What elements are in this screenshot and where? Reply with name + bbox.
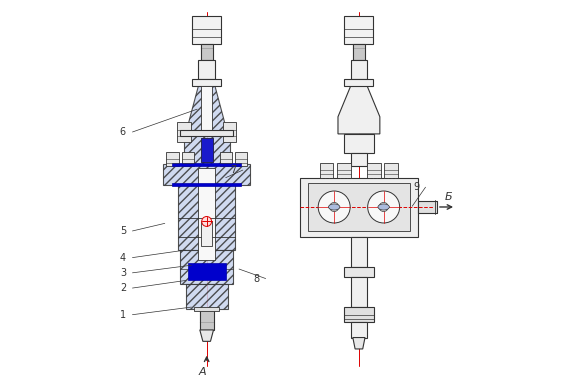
Bar [351, 60, 368, 79]
Bar [351, 322, 368, 338]
Text: 4: 4 [120, 253, 126, 262]
Bar [220, 152, 232, 166]
Bar [351, 277, 368, 307]
Text: 7: 7 [230, 165, 237, 175]
Text: А: А [199, 367, 207, 377]
Bar [353, 44, 365, 60]
Text: 3: 3 [120, 268, 126, 278]
Ellipse shape [378, 204, 389, 210]
Bar [180, 130, 233, 136]
Bar [163, 164, 250, 185]
Bar [418, 201, 437, 213]
Bar [344, 134, 374, 153]
Ellipse shape [328, 204, 340, 210]
Circle shape [202, 217, 212, 227]
Bar [344, 267, 374, 277]
Bar [351, 153, 368, 166]
Bar [201, 86, 212, 134]
Bar [173, 183, 241, 186]
Polygon shape [200, 330, 213, 342]
Bar [188, 263, 226, 280]
Bar [300, 178, 418, 237]
Bar [177, 123, 190, 141]
Bar [351, 237, 368, 267]
Circle shape [368, 191, 400, 223]
Bar [201, 44, 213, 60]
Bar [178, 185, 235, 250]
Text: 8: 8 [253, 274, 259, 283]
Circle shape [329, 202, 339, 212]
Bar [166, 152, 178, 166]
Bar [235, 152, 247, 166]
Text: 9: 9 [413, 182, 419, 192]
Bar [368, 163, 381, 178]
Bar [173, 163, 241, 166]
Bar [384, 163, 398, 178]
Bar [186, 284, 227, 309]
Polygon shape [353, 338, 365, 349]
Bar [344, 307, 374, 322]
Text: 1: 1 [120, 310, 126, 320]
Bar [201, 138, 213, 162]
Polygon shape [338, 86, 380, 134]
Bar [198, 60, 215, 79]
Bar [192, 79, 221, 86]
Bar [308, 183, 410, 231]
Bar [344, 79, 373, 86]
Circle shape [318, 191, 350, 223]
Bar [344, 16, 373, 44]
Bar [337, 163, 351, 178]
Text: Б: Б [444, 192, 452, 202]
Bar [198, 168, 215, 259]
Bar [194, 307, 219, 311]
Bar [182, 152, 194, 166]
Bar [200, 309, 213, 330]
Bar [201, 222, 212, 246]
Text: 6: 6 [120, 127, 126, 137]
Bar [201, 138, 213, 162]
Circle shape [379, 202, 388, 212]
Polygon shape [186, 86, 227, 134]
Bar [184, 134, 230, 164]
Bar [192, 16, 221, 44]
Bar [320, 163, 334, 178]
Text: 2: 2 [120, 283, 126, 293]
Bar [223, 123, 237, 141]
Text: 5: 5 [120, 226, 126, 236]
Bar [180, 250, 233, 284]
